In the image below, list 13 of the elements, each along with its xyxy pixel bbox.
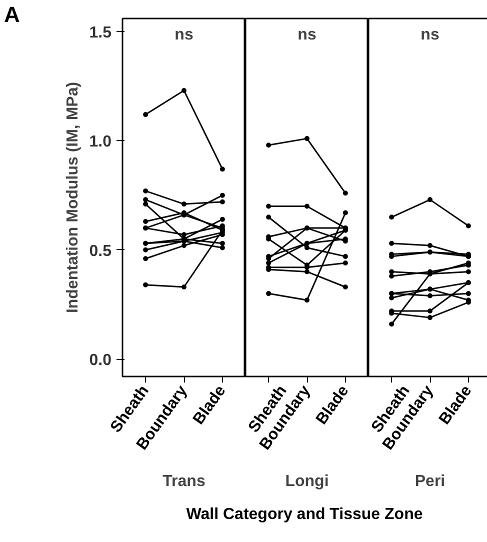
text: Wall Category and Tissue Zone [186,505,423,525]
annotation: ns [174,26,194,44]
annotation: ns [298,26,316,44]
y-tick-label: 0.0 [89,352,112,370]
x-axis-title: Peri [414,473,446,490]
x-axis-title: Longi [285,473,329,490]
y-axis-title: Indentation Modulus (IM, MPa) [64,82,82,314]
x-axis-title: Trans [162,473,206,490]
y-tick-label: 1.0 [89,134,112,151]
y-tick-label: 1.5 [89,24,112,42]
y-tick-label: 0.5 [89,242,112,260]
annotation: ns [420,26,440,44]
chart-title: A [4,2,20,27]
